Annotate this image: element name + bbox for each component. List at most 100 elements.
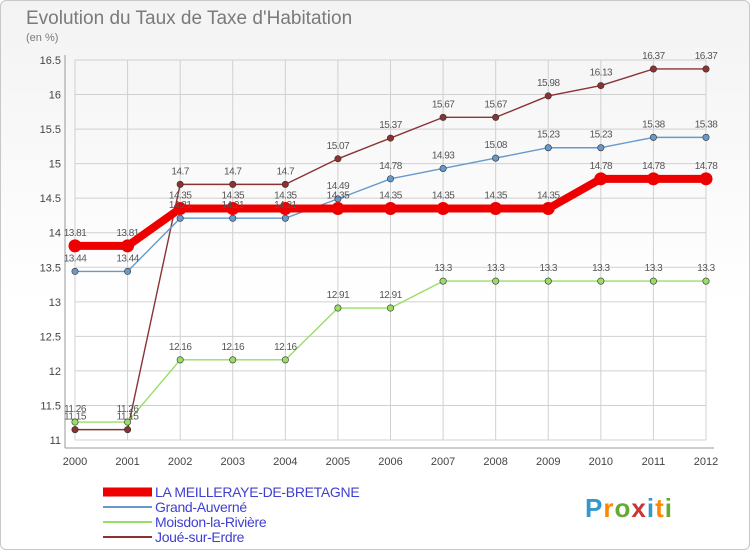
- data-label: 13.3: [434, 263, 452, 274]
- y-tick-label: 13.5: [40, 262, 61, 274]
- data-point: [702, 65, 710, 73]
- data-point: [229, 356, 237, 364]
- x-tick-label: 2000: [63, 456, 87, 468]
- data-label: 11.15: [64, 412, 87, 423]
- x-tick-label: 2002: [168, 456, 192, 468]
- data-point: [278, 202, 292, 216]
- data-point: [124, 267, 132, 275]
- data-label: 14.93: [432, 150, 455, 161]
- data-point: [334, 304, 342, 312]
- data-label: 15.37: [379, 120, 402, 131]
- data-label: 11.26: [64, 404, 87, 415]
- logo-letter: i: [665, 493, 673, 523]
- data-point: [544, 92, 552, 100]
- x-tick-label: 2006: [378, 456, 402, 468]
- data-label: 15.38: [642, 119, 665, 130]
- data-label: 12.91: [379, 290, 402, 301]
- data-point: [229, 180, 237, 188]
- data-label: 14.35: [537, 191, 560, 202]
- data-label: 14.21: [221, 200, 244, 211]
- data-point: [176, 356, 184, 364]
- x-tick-label: 2010: [589, 456, 613, 468]
- data-point: [334, 155, 342, 163]
- data-label: 14.78: [695, 161, 718, 172]
- data-label: 14.21: [169, 200, 192, 211]
- legend-label: Moisdon-la-Rivière: [155, 514, 267, 530]
- axes: 11 11.5 12 12.5 13 13.5 14 14.5 15 15.5 16 16.5 2000…: [40, 55, 718, 468]
- data-point: [544, 277, 552, 285]
- data-label: 15.67: [432, 99, 455, 110]
- y-tick-label: 11: [50, 435, 61, 447]
- logo-letter: r: [603, 493, 614, 523]
- data-label: 14.35: [379, 191, 402, 202]
- x-tick-label: 2011: [642, 456, 666, 468]
- x-tick-label: 2012: [694, 456, 718, 468]
- data-point: [71, 267, 79, 275]
- x-tick-label: 2005: [326, 456, 350, 468]
- data-point: [71, 426, 79, 434]
- logo-letter: t: [655, 493, 665, 523]
- y-tick-label: 13: [49, 297, 61, 309]
- legend-label: Joué-sur-Erdre: [155, 529, 245, 545]
- data-point: [71, 418, 79, 426]
- data-label: 14.35: [327, 191, 350, 202]
- data-label: 15.08: [484, 140, 507, 151]
- data-point: [384, 202, 397, 216]
- data-point: [439, 113, 447, 121]
- data-label: 13.3: [592, 263, 610, 274]
- data-label: 12.16: [274, 342, 297, 353]
- data-label: 14.35: [169, 191, 192, 202]
- data-label: 14.78: [590, 161, 613, 172]
- data-point: [649, 133, 657, 141]
- data-point: [597, 144, 605, 152]
- data-point: [544, 144, 552, 152]
- data-point: [281, 180, 289, 188]
- data-point: [646, 172, 660, 186]
- y-tick-label: 12.5: [40, 331, 61, 343]
- y-tick-label: 16.5: [40, 55, 61, 67]
- data-point: [386, 304, 394, 312]
- data-label: 16.37: [642, 51, 665, 62]
- data-label: 15.38: [695, 119, 718, 130]
- logo-letter: o: [614, 493, 631, 523]
- data-label: 15.67: [484, 99, 507, 110]
- data-point: [649, 65, 657, 73]
- data-point: [176, 214, 184, 222]
- data-point: [124, 418, 132, 426]
- data-point: [597, 82, 605, 90]
- data-label: 13.3: [645, 263, 663, 274]
- data-label: 13.81: [64, 228, 87, 239]
- data-label: 13.3: [697, 263, 715, 274]
- data-point: [229, 214, 237, 222]
- data-point: [492, 113, 500, 121]
- data-label: 13.81: [116, 228, 139, 239]
- legend-label: LA MEILLERAYE-DE-BRETAGNE: [155, 484, 359, 500]
- data-label: 11.15: [117, 412, 140, 423]
- logo-letter: i: [647, 493, 655, 523]
- data-label: 14.7: [277, 166, 295, 177]
- data-point: [281, 356, 289, 364]
- data-label: 15.98: [537, 78, 560, 89]
- data-point: [492, 154, 500, 162]
- data-label: 13.44: [64, 253, 87, 264]
- x-tick-label: 2007: [431, 456, 455, 468]
- chart-subtitle: (en %): [26, 32, 58, 44]
- data-point: [124, 426, 132, 434]
- data-label: 14.7: [171, 166, 189, 177]
- data-label: 14.21: [274, 200, 297, 211]
- data-label: 14.78: [642, 161, 665, 172]
- data-point: [699, 172, 713, 186]
- data-point: [439, 277, 447, 285]
- data-label: 15.07: [327, 141, 350, 152]
- data-point: [436, 202, 450, 216]
- data-point: [702, 277, 710, 285]
- series-layer: [68, 65, 713, 434]
- data-point: [594, 172, 608, 186]
- data-label: 13.44: [116, 253, 139, 264]
- y-tick-label: 12: [49, 366, 61, 378]
- data-label: 13.3: [540, 263, 558, 274]
- x-tick-label: 2009: [536, 456, 560, 468]
- data-label: 13.3: [487, 263, 505, 274]
- y-tick-label: 15.5: [40, 124, 61, 136]
